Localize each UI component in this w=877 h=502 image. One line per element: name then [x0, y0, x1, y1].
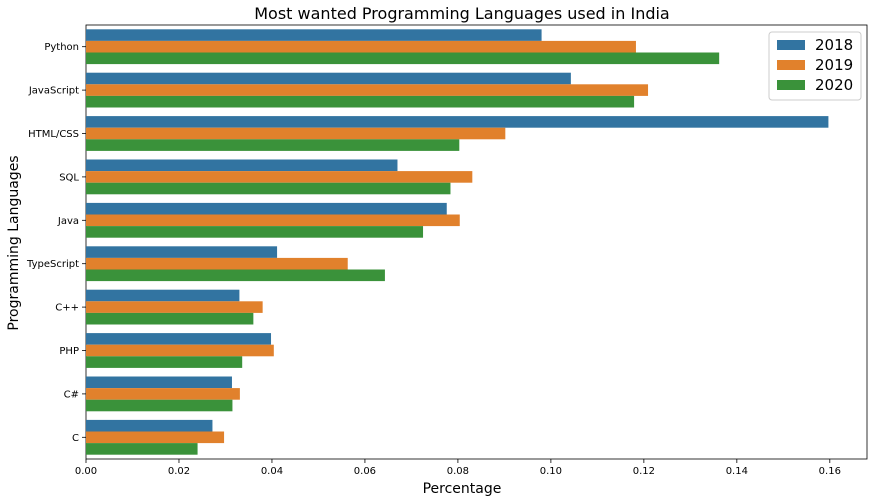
- bar-php-2020: [86, 356, 243, 368]
- legend-label-2018: 2018: [815, 36, 853, 54]
- y-axis-ticks: Python JavaScript HTML/CSS SQL Java TypeScrip…: [26, 42, 86, 444]
- bar-c-2019: [86, 431, 225, 444]
- x-tick-label: 0.00: [75, 466, 97, 477]
- y-tick-label: Python: [44, 42, 79, 53]
- legend: 2018 2019 2020: [768, 31, 862, 101]
- y-tick-label: C++: [55, 303, 79, 314]
- bar-c--2019: [86, 388, 240, 400]
- bars: [86, 29, 829, 455]
- y-tick-label: HTML/CSS: [28, 129, 79, 140]
- bar-c-2020: [86, 443, 198, 455]
- legend-swatch-2018: [777, 40, 805, 50]
- bar-javascript-2020: [86, 95, 635, 108]
- y-tick-label: JavaScript: [28, 86, 79, 97]
- bar-java-2020: [86, 226, 424, 238]
- bar-php-2019: [86, 344, 274, 357]
- bar-typescript-2018: [86, 246, 278, 258]
- bar-python-2020: [86, 52, 720, 65]
- bar-typescript-2020: [86, 269, 385, 282]
- bar-sql-2020: [86, 182, 451, 195]
- x-tick-label: 0.16: [819, 466, 841, 477]
- legend-swatch-2020: [777, 80, 805, 90]
- bar-c--2019: [86, 301, 263, 313]
- bar-c--2018: [86, 376, 232, 389]
- bar-html-css-2019: [86, 127, 506, 140]
- bar-java-2018: [86, 202, 447, 215]
- x-tick-label: 0.12: [633, 466, 655, 477]
- bar-typescript-2019: [86, 257, 348, 270]
- y-tick-label: C#: [64, 389, 79, 400]
- legend-swatch-2019: [777, 60, 805, 70]
- y-tick-label: PHP: [59, 346, 79, 357]
- bar-c--2018: [86, 289, 240, 302]
- bar-c--2020: [86, 399, 233, 412]
- x-axis-ticks: 0.00 0.02 0.04 0.06 0.08 0.10 0.12 0.14 0.16: [75, 459, 841, 477]
- bar-sql-2018: [86, 159, 398, 172]
- legend-label-2019: 2019: [815, 56, 853, 74]
- chart-title: Most wanted Programming Languages used i…: [254, 4, 669, 23]
- bar-php-2018: [86, 333, 272, 345]
- bar-c--2020: [86, 312, 254, 325]
- x-tick-label: 0.04: [261, 466, 283, 477]
- x-tick-label: 0.10: [540, 466, 562, 477]
- y-tick-label: C: [72, 433, 79, 444]
- x-tick-label: 0.02: [168, 466, 190, 477]
- bar-java-2019: [86, 214, 460, 227]
- bar-python-2019: [86, 40, 636, 53]
- y-tick-label: Java: [57, 216, 79, 227]
- bar-python-2018: [86, 29, 542, 41]
- bar-sql-2019: [86, 171, 473, 183]
- legend-label-2020: 2020: [815, 76, 853, 94]
- y-tick-label: SQL: [59, 172, 79, 183]
- bar-c-2018: [86, 419, 213, 432]
- bar-html-css-2020: [86, 139, 460, 151]
- bar-html-css-2018: [86, 116, 829, 128]
- x-tick-label: 0.06: [354, 466, 376, 477]
- y-tick-label: TypeScript: [26, 259, 79, 270]
- bar-javascript-2019: [86, 84, 649, 96]
- x-axis-label: Percentage: [423, 481, 502, 497]
- bar-javascript-2018: [86, 72, 571, 85]
- y-axis-label: Programming Languages: [6, 155, 22, 330]
- x-tick-label: 0.08: [447, 466, 469, 477]
- x-tick-label: 0.14: [726, 466, 748, 477]
